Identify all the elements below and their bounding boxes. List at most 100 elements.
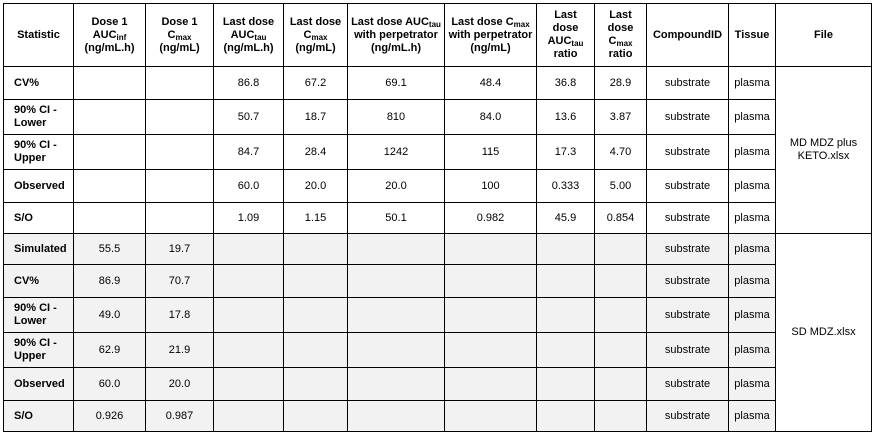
table-cell: substrate <box>646 264 729 298</box>
table-cell: 28.4 <box>283 134 348 170</box>
table-cell <box>145 202 214 234</box>
table-cell: 50.7 <box>213 99 284 135</box>
table-row: 90% CI - Lower 50.7 18.7 810 84.0 13.6 3.87 sub… <box>3 99 872 135</box>
table-cell: 21.9 <box>145 332 214 368</box>
table-row: CV% 86.8 67.2 69.1 48.4 36.8 28.9 substrate plas… <box>3 66 872 234</box>
statistic-cell: 90% CI - Lower <box>3 99 74 135</box>
table-cell <box>536 264 595 298</box>
table-cell: 84.7 <box>213 134 284 170</box>
table-cell: substrate <box>646 99 729 135</box>
header-last-dose-auc-tau-perp: Last dose AUCtau with perpetrator (ng/mL… <box>347 3 445 67</box>
statistic-cell: Observed <box>3 367 74 401</box>
header-dose1-auc-inf: Dose 1 AUCinf (ng/mL.h) <box>73 3 146 67</box>
table-cell: 86.9 <box>73 264 146 298</box>
table-row: Observed 60.0 20.0 20.0 100 0.333 5.00 substrat… <box>3 169 872 203</box>
table-cell: plasma <box>728 66 776 100</box>
table-cell: 62.9 <box>73 332 146 368</box>
table-cell: 100 <box>444 169 537 203</box>
table-cell: 20.0 <box>145 367 214 401</box>
table-cell <box>145 99 214 135</box>
statistic-cell: 90% CI - Upper <box>3 134 74 170</box>
table-cell <box>145 169 214 203</box>
table-cell: plasma <box>728 264 776 298</box>
file-cell: SD MDZ.xlsx <box>775 233 872 432</box>
table-cell: 0.333 <box>536 169 595 203</box>
header-statistic: Statistic <box>3 3 74 67</box>
table-cell <box>536 233 595 265</box>
table-cell <box>347 332 445 368</box>
table-cell: plasma <box>728 99 776 135</box>
table-cell: 45.9 <box>536 202 595 234</box>
table-cell: substrate <box>646 233 729 265</box>
table-cell <box>444 233 537 265</box>
table-cell: substrate <box>646 332 729 368</box>
table-cell <box>444 400 537 432</box>
table-cell <box>444 264 537 298</box>
header-last-dose-cmax-perp: Last dose Cmax with perpetrator (ng/mL) <box>444 3 537 67</box>
table-row: Observed 60.0 20.0 substrate plasma <box>3 367 872 401</box>
table-cell: substrate <box>646 134 729 170</box>
table-cell <box>283 332 348 368</box>
table-cell <box>213 332 284 368</box>
header-file: File <box>775 3 872 67</box>
table-row: 90% CI - Lower 49.0 17.8 substrate plasma <box>3 297 872 333</box>
table-cell <box>283 233 348 265</box>
table-cell <box>283 264 348 298</box>
statistic-cell: Observed <box>3 169 74 203</box>
table-cell: 48.4 <box>444 66 537 100</box>
table-cell: 0.926 <box>73 400 146 432</box>
table-cell: plasma <box>728 202 776 234</box>
header-compound-id: CompoundID <box>646 3 729 67</box>
statistic-cell: CV% <box>3 264 74 298</box>
table-cell <box>594 233 647 265</box>
results-table: Statistic Dose 1 AUCinf (ng/mL.h) Dose 1… <box>3 3 872 432</box>
table-cell: 36.8 <box>536 66 595 100</box>
table-cell <box>594 332 647 368</box>
table-cell <box>73 202 146 234</box>
table-cell <box>347 367 445 401</box>
table-cell: 0.982 <box>444 202 537 234</box>
table-cell: 1.15 <box>283 202 348 234</box>
table-cell: 55.5 <box>73 233 146 265</box>
table-cell: substrate <box>646 400 729 432</box>
table-cell: plasma <box>728 233 776 265</box>
table-cell <box>283 297 348 333</box>
table-row: CV% 86.9 70.7 substrate plasma <box>3 264 872 298</box>
table-row: 90% CI - Upper 84.7 28.4 1242 115 17.3 4.70 sub… <box>3 134 872 170</box>
table-cell <box>347 264 445 298</box>
table-cell: 115 <box>444 134 537 170</box>
table-cell: 70.7 <box>145 264 214 298</box>
file-cell: MD MDZ plus KETO.xlsx <box>775 66 872 234</box>
table-cell <box>213 233 284 265</box>
table-cell: 1242 <box>347 134 445 170</box>
table-cell: substrate <box>646 66 729 100</box>
table-cell <box>444 367 537 401</box>
table-cell: 19.7 <box>145 233 214 265</box>
table-cell <box>536 332 595 368</box>
table-cell: plasma <box>728 134 776 170</box>
header-last-dose-auc-tau: Last dose AUCtau (ng/mL.h) <box>213 3 284 67</box>
statistic-cell: S/O <box>3 202 74 234</box>
table-cell: 20.0 <box>347 169 445 203</box>
table-row: Simulated 55.5 19.7 substrate plasma SD MDZ.x… <box>3 233 872 432</box>
table-cell <box>347 400 445 432</box>
table-cell: plasma <box>728 367 776 401</box>
statistic-cell: 90% CI - Upper <box>3 332 74 368</box>
table-cell <box>73 169 146 203</box>
table-cell <box>213 400 284 432</box>
table-cell: 1.09 <box>213 202 284 234</box>
table-cell: substrate <box>646 297 729 333</box>
table-row: S/O 1.09 1.15 50.1 0.982 45.9 0.854 substrate pl… <box>3 202 872 234</box>
statistic-cell: CV% <box>3 66 74 100</box>
table-cell <box>536 400 595 432</box>
table-cell <box>145 134 214 170</box>
table-cell: 0.987 <box>145 400 214 432</box>
table-cell <box>594 367 647 401</box>
table-cell: 84.0 <box>444 99 537 135</box>
table-cell: plasma <box>728 400 776 432</box>
table-cell: plasma <box>728 332 776 368</box>
header-dose1-cmax: Dose 1 Cmax (ng/mL) <box>145 3 214 67</box>
table-cell: plasma <box>728 297 776 333</box>
table-cell: 69.1 <box>347 66 445 100</box>
table-cell: 28.9 <box>594 66 647 100</box>
